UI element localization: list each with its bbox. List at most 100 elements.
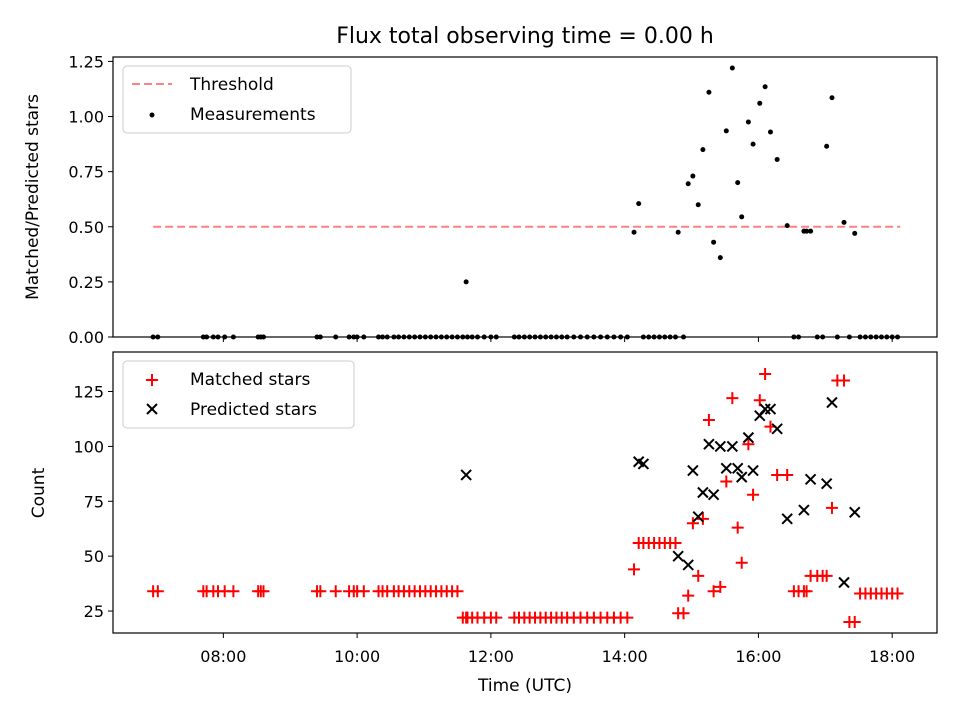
predicted-stars-point xyxy=(460,469,472,481)
matched-stars-point xyxy=(781,468,794,481)
measurements-point xyxy=(723,128,729,134)
matched-stars-point xyxy=(707,585,720,598)
predicted-stars-point xyxy=(735,471,748,483)
y-tick-label: 1.25 xyxy=(68,52,104,71)
measurements-point xyxy=(739,214,745,220)
measurements-point xyxy=(636,201,642,207)
measurements-point xyxy=(685,181,691,187)
matched-legend-marker xyxy=(146,374,158,386)
top-y-axis-label: Matched/Predicted stars xyxy=(23,94,43,300)
predicted-stars-point xyxy=(820,478,833,490)
predicted-stars-point xyxy=(826,396,838,409)
measurements-point xyxy=(711,239,717,245)
top-legend: Threshold Measurements xyxy=(122,65,352,134)
matched-stars-point xyxy=(838,374,851,387)
predicted-stars-point xyxy=(692,510,704,523)
top-x-axis xyxy=(222,337,893,342)
x-tick-label: 08:00 xyxy=(200,647,246,666)
measurements-point xyxy=(463,279,469,285)
predicted-stars-point xyxy=(703,438,715,450)
matched-stars-point xyxy=(771,468,784,481)
predicted-stars-point xyxy=(720,462,733,475)
x-tick-label: 12:00 xyxy=(468,647,514,666)
measurements-point xyxy=(690,173,696,179)
y-tick-label: 1.00 xyxy=(68,108,104,127)
measurements-point xyxy=(717,255,723,261)
y-tick-label: 125 xyxy=(73,383,104,402)
matched-stars-point xyxy=(628,563,641,576)
measurements-point xyxy=(745,119,751,125)
measurements-point xyxy=(784,223,790,229)
predicted-stars-point xyxy=(849,506,861,518)
measurements-point xyxy=(631,229,637,235)
measurements-point xyxy=(852,230,858,236)
predicted-stars-point xyxy=(747,464,759,477)
y-tick-label: 0.75 xyxy=(68,163,104,182)
x-axis-label: Time (UTC) xyxy=(477,676,572,696)
predicted-stars-point xyxy=(742,431,755,444)
measurements-point xyxy=(706,89,712,95)
matched-stars-point xyxy=(753,394,766,407)
matched-stars-point xyxy=(151,585,164,598)
measurements-point xyxy=(774,157,780,163)
x-tick-label: 14:00 xyxy=(602,647,648,666)
measurements-point xyxy=(762,84,768,90)
predicted-stars-point xyxy=(714,440,727,453)
top-legend-box xyxy=(122,65,352,134)
predicted-stars-point xyxy=(771,423,783,435)
matched-stars-point xyxy=(702,414,715,427)
predicted-stars-point xyxy=(759,403,771,415)
matched-stars-point xyxy=(357,585,370,598)
matched-stars-point xyxy=(490,611,503,624)
bottom-panel: 25 50 75 100 125 08:00 10:00 12:00 14:00 16:00 18… xyxy=(29,351,938,696)
y-tick-label: 0.00 xyxy=(68,328,104,347)
y-tick-label: 25 xyxy=(84,602,104,621)
matched-stars-point xyxy=(677,607,690,620)
bottom-axes-frame xyxy=(112,351,938,634)
predicted-legend-marker xyxy=(146,403,158,415)
predicted-stars-point xyxy=(838,576,850,589)
bottom-y-axis: 25 50 75 100 125 xyxy=(73,383,113,621)
measurements-point xyxy=(735,180,741,186)
matched-stars-point xyxy=(820,569,833,582)
predicted-stars-point xyxy=(804,473,817,486)
y-tick-label: 0.25 xyxy=(68,273,104,292)
predicted-stars-point xyxy=(682,559,694,571)
measurements-legend-marker xyxy=(149,112,155,118)
measurements-point xyxy=(750,141,756,147)
legend-predicted-label: Predicted stars xyxy=(190,400,317,420)
measurements-point xyxy=(824,143,830,149)
measurements-point xyxy=(757,100,763,106)
predicted-stars-point xyxy=(781,513,793,525)
predicted-stars-point xyxy=(726,440,739,453)
measurements-point xyxy=(700,147,706,153)
measurements-point xyxy=(841,219,847,225)
measurements-point xyxy=(808,228,814,234)
matched-stars-point xyxy=(731,521,744,534)
x-tick-label: 10:00 xyxy=(334,647,380,666)
matched-stars-point xyxy=(686,517,699,530)
predicted-stars-point xyxy=(672,550,684,562)
legend-matched-label: Matched stars xyxy=(190,370,310,390)
legend-measurements-label: Measurements xyxy=(190,105,316,125)
measurements-point xyxy=(675,229,681,235)
measurements-point xyxy=(829,95,835,101)
matched-stars-point xyxy=(800,585,813,598)
matched-stars-point xyxy=(669,536,682,549)
y-tick-label: 50 xyxy=(84,547,104,566)
matched-stars-point xyxy=(227,585,240,598)
predicted-stars-point xyxy=(637,458,650,470)
predicted-stars-point xyxy=(764,403,777,415)
x-tick-label: 16:00 xyxy=(735,647,781,666)
matched-stars-point xyxy=(848,616,861,629)
measurements-point xyxy=(729,65,735,71)
matched-stars-point xyxy=(747,488,760,501)
matched-stars-point xyxy=(621,611,634,624)
matched-stars-point xyxy=(692,569,705,582)
bottom-legend-box xyxy=(122,360,355,429)
predicted-stars-point xyxy=(697,486,709,499)
matched-stars-point xyxy=(726,392,739,405)
matched-stars-point xyxy=(682,589,695,602)
matched-stars-point xyxy=(720,475,733,488)
